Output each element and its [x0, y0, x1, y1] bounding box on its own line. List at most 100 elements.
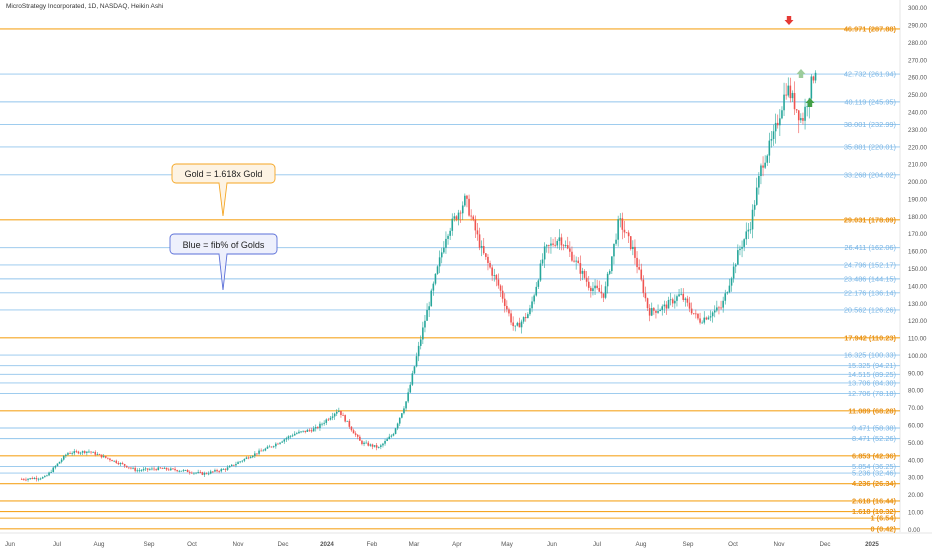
candle — [203, 471, 206, 478]
candle-body — [136, 470, 139, 472]
candle — [590, 285, 592, 298]
candle-body — [239, 461, 241, 463]
candle-body — [520, 321, 523, 328]
candle — [20, 477, 23, 480]
candle — [781, 106, 783, 120]
candle — [533, 293, 535, 305]
y-tick-label: 150.00 — [908, 266, 927, 273]
candle-body — [409, 384, 412, 393]
candle-body — [785, 94, 787, 96]
candle-body — [83, 451, 86, 453]
gold-level-label: 2.618 (16.44) — [852, 496, 897, 505]
candle — [149, 467, 151, 471]
candle-body — [25, 479, 27, 481]
candle-body — [268, 446, 271, 448]
candle — [325, 418, 328, 426]
candle — [745, 222, 748, 245]
candle — [73, 448, 76, 456]
candle-body — [65, 454, 67, 456]
y-tick-label: 160.00 — [908, 249, 927, 256]
candle — [226, 465, 229, 471]
candle — [409, 381, 412, 394]
candle — [304, 430, 307, 434]
chart-title: MicroStrategy Incorporated, 1D, NASDAQ, … — [6, 3, 164, 10]
candle-body — [713, 310, 716, 313]
candle-body — [39, 478, 42, 480]
candle-body — [285, 438, 288, 440]
candle — [333, 412, 336, 420]
candle-body — [682, 293, 685, 300]
candle — [432, 281, 435, 296]
candle-body — [598, 288, 601, 292]
candle-body — [661, 306, 664, 310]
candle — [705, 316, 708, 321]
candle-body — [128, 467, 130, 469]
candle-body — [480, 246, 483, 248]
candle — [512, 316, 514, 331]
candle-body — [812, 76, 815, 81]
candle-body — [98, 454, 101, 455]
candle-body — [260, 450, 262, 452]
candle-body — [762, 165, 764, 168]
candle — [218, 470, 220, 474]
candle-body — [650, 308, 653, 316]
candle — [720, 300, 722, 310]
candle-body — [548, 245, 550, 246]
candle — [791, 90, 794, 102]
candle — [48, 471, 50, 477]
x-tick-label: Nov — [232, 541, 244, 548]
candle — [743, 238, 745, 252]
candle — [699, 312, 701, 325]
candle — [182, 469, 185, 473]
candle-body — [464, 195, 466, 206]
candle-body — [814, 72, 817, 81]
candle-body — [186, 470, 189, 473]
candle — [413, 366, 416, 374]
candle-body — [90, 451, 92, 453]
blue-level-label: 38.001 (232.99) — [844, 120, 896, 129]
candle — [132, 466, 134, 470]
candle — [539, 259, 542, 282]
candle — [170, 467, 172, 471]
candle-body — [699, 318, 701, 323]
candle — [83, 450, 86, 455]
candle-body — [401, 413, 403, 418]
candle-body — [342, 414, 344, 416]
candle-body — [732, 266, 735, 279]
candle-body — [167, 469, 170, 471]
candle — [650, 302, 653, 317]
gold-level-label: 11.089 (68.28) — [848, 406, 896, 415]
candle — [749, 221, 752, 234]
candle — [88, 449, 90, 454]
candle — [464, 193, 466, 208]
candle-body — [125, 465, 128, 468]
candle-body — [529, 308, 531, 315]
candle — [461, 201, 464, 221]
candle — [140, 469, 143, 472]
candle — [35, 475, 38, 482]
candle — [548, 244, 550, 254]
candle-body — [695, 313, 697, 315]
candle-body — [506, 305, 508, 310]
candle — [359, 434, 361, 441]
candle — [58, 461, 61, 464]
candle-body — [281, 441, 283, 443]
candle-body — [251, 455, 254, 458]
x-tick-label: Sep — [143, 541, 155, 548]
candle-body — [438, 257, 441, 267]
candle-body — [199, 472, 202, 473]
candle-body — [478, 234, 481, 248]
candle — [428, 301, 430, 317]
candle-body — [287, 436, 290, 439]
candle — [146, 468, 149, 472]
candle — [753, 200, 756, 217]
candle — [621, 212, 624, 240]
candle-body — [46, 475, 48, 477]
candle-body — [709, 316, 712, 318]
candle-body — [674, 300, 676, 304]
candle-body — [352, 430, 355, 434]
candle — [579, 255, 582, 281]
candle-body — [329, 417, 332, 420]
candle-body — [224, 469, 227, 470]
